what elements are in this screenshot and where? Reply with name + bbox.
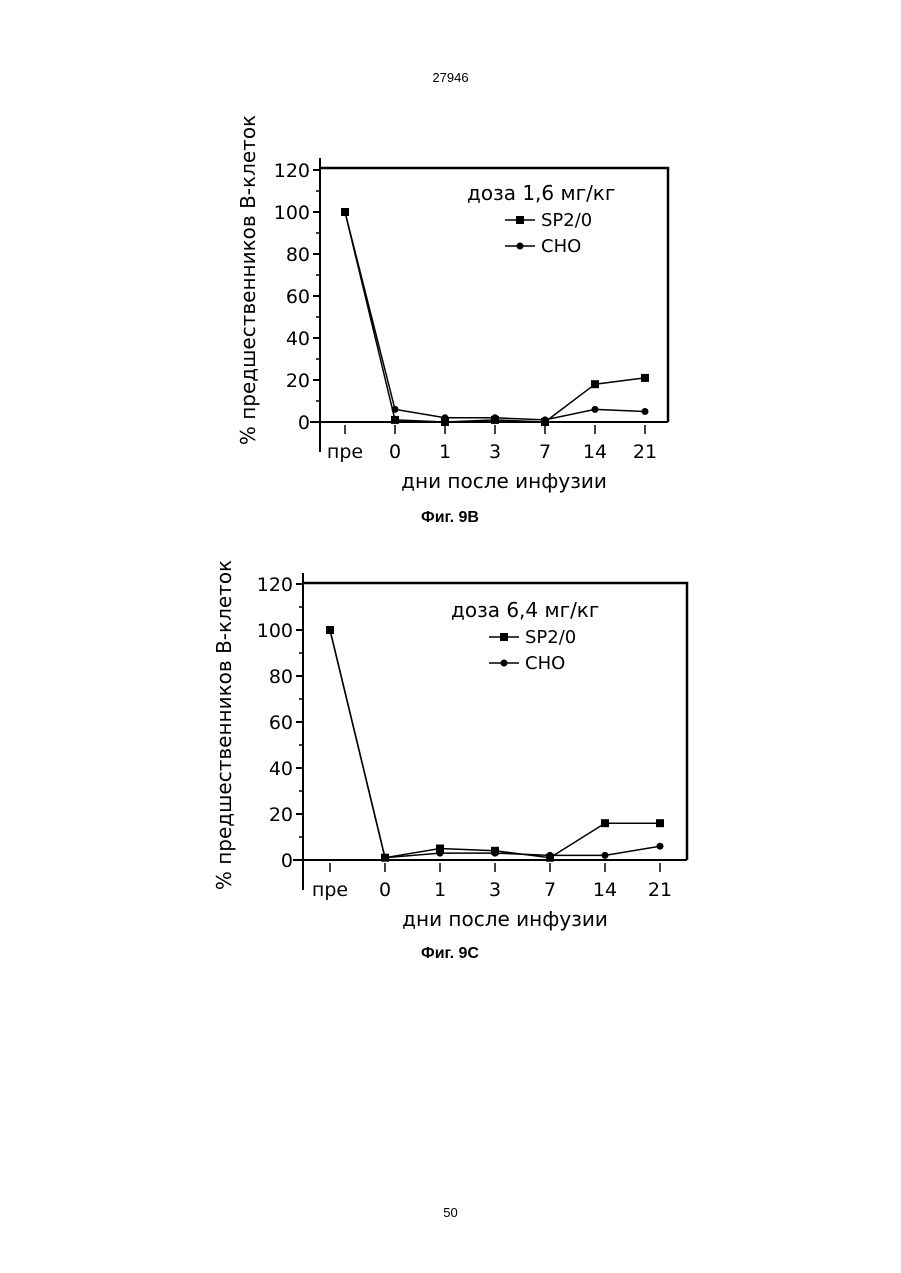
y-tick-label: 120 (257, 574, 293, 596)
data-point-cho (492, 850, 499, 857)
y-tick-label: 40 (269, 758, 293, 780)
data-point-cho (327, 627, 334, 634)
data-point-cho (382, 854, 389, 861)
legend-marker-dot (501, 660, 508, 667)
legend-marker-square (500, 633, 508, 641)
figure-caption: Фиг. 9С (421, 945, 479, 962)
data-point-cho (657, 843, 664, 850)
x-tick-label: 1 (434, 879, 446, 901)
legend-title: доза 6,4 мг/кг (451, 598, 599, 622)
data-point-cho (602, 852, 609, 859)
x-axis-title: дни после инфузии (402, 907, 608, 931)
x-tick-label: 0 (379, 879, 391, 901)
legend-entry: CHO (525, 653, 565, 674)
y-tick-label: 60 (269, 712, 293, 734)
plot-frame (303, 583, 687, 860)
data-point-sp2 (656, 819, 664, 827)
x-tick-label: пре (312, 879, 348, 901)
y-tick-label: 0 (281, 850, 293, 872)
series-line-sp20 (330, 630, 660, 858)
chart-fig-9c: 0 20 40 60 80 100 120 пре 0 1 3 7 14 21 доза 6,4 мг/кг… (0, 0, 901, 1000)
page-footer-number: 50 (0, 1205, 901, 1220)
x-tick-label: 3 (489, 879, 501, 901)
y-tick-label: 20 (269, 804, 293, 826)
x-tick-label: 14 (593, 879, 617, 901)
y-tick-label: 100 (257, 620, 293, 642)
y-axis-title: % предшественников В-клеток (212, 560, 236, 890)
legend-entry: SP2/0 (525, 627, 576, 648)
x-tick-label: 21 (648, 879, 672, 901)
x-tick-label: 7 (544, 879, 556, 901)
data-point-cho (437, 850, 444, 857)
data-point-sp2 (601, 819, 609, 827)
data-point-cho (547, 852, 554, 859)
y-tick-label: 80 (269, 666, 293, 688)
